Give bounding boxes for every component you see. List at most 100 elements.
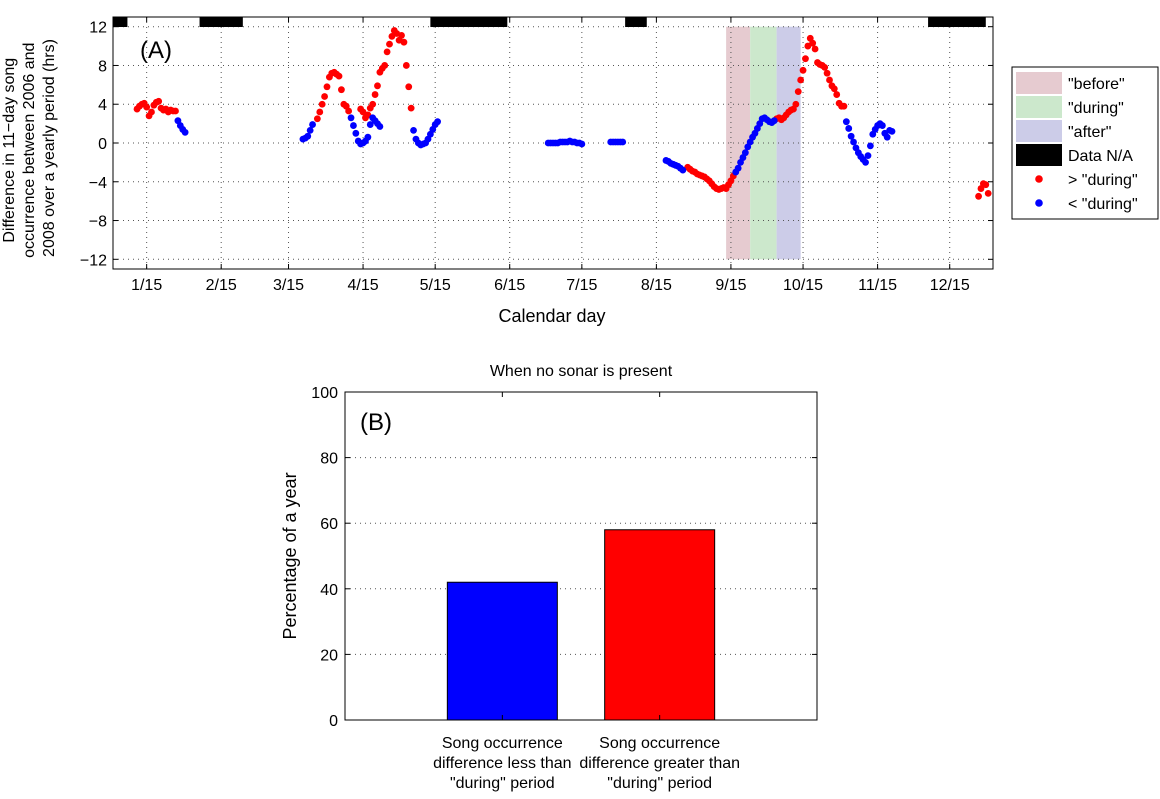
data-point <box>862 158 869 166</box>
x-tick-label: 9/15 <box>715 277 746 294</box>
y-tick-label: −12 <box>80 252 107 269</box>
x-tick-label: 8/15 <box>641 277 672 294</box>
data-point <box>410 126 417 134</box>
data-point <box>821 64 829 71</box>
data-point <box>405 83 413 91</box>
bars <box>446 529 716 721</box>
data-point <box>350 122 357 129</box>
y-tick-label: 8 <box>98 58 107 75</box>
data-point <box>181 128 189 136</box>
legend-swatch <box>1016 144 1062 166</box>
data-point <box>619 138 627 146</box>
data-point <box>809 39 817 47</box>
data-points <box>133 27 992 200</box>
x-axis-ticks: Song occurrence difference less than "duri… <box>433 392 740 792</box>
x-tick-label: 1/15 <box>131 277 162 294</box>
data-point <box>679 166 687 174</box>
x-axis-ticks: 1/15 2/15 3/15 4/15 5/15 6/15 7/15 8/15 9/15 10/1… <box>131 17 970 294</box>
data-point <box>741 149 749 157</box>
data-point <box>866 142 874 150</box>
chart-title: When no sonar is present <box>490 363 673 380</box>
data-point <box>842 118 850 126</box>
y-axis-label-line: Difference in 11−day song <box>1 58 18 243</box>
y-tick-label: 80 <box>320 451 338 468</box>
data-point <box>847 132 855 140</box>
data-point <box>799 66 807 74</box>
data-point <box>840 102 848 110</box>
legend-label: "after" <box>1068 124 1111 141</box>
data-point <box>845 125 853 132</box>
data-point <box>770 117 778 125</box>
panel-a-chart: 1/15 2/15 3/15 4/15 5/15 6/15 7/15 8/15 9/15 10/1… <box>1 16 1159 326</box>
data-point <box>172 107 179 115</box>
legend-swatch <box>1016 96 1062 118</box>
x-tick-label: Song occurrence difference less than "duri… <box>433 735 571 792</box>
data-na-bar <box>430 17 508 27</box>
data-point <box>802 55 809 63</box>
legend-swatch <box>1016 72 1062 94</box>
bar <box>604 529 716 721</box>
data-point <box>982 181 990 189</box>
data-point <box>304 132 312 140</box>
x-axis-label: Calendar day <box>498 306 605 326</box>
y-tick-label: 20 <box>320 647 338 664</box>
data-point <box>335 72 343 80</box>
data-point <box>374 82 381 90</box>
data-point <box>143 103 151 111</box>
x-tick-label: 3/15 <box>273 277 304 294</box>
data-point <box>345 107 353 115</box>
x-tick-label-line: Song occurrence <box>442 735 563 752</box>
y-axis-label: Percentage of a year <box>280 472 300 639</box>
y-axis-label-line: 2008 over a yearly period (hrs) <box>41 39 58 257</box>
legend-marker <box>1035 199 1043 207</box>
legend-label: "during" <box>1068 100 1124 117</box>
x-tick-label: 7/15 <box>566 277 597 294</box>
y-tick-label: −8 <box>89 214 107 231</box>
data-point <box>364 133 372 141</box>
panel-b-label: (B) <box>360 409 392 436</box>
data-point <box>794 88 802 96</box>
data-point <box>823 69 831 77</box>
legend-label: Data N/A <box>1068 148 1133 165</box>
data-point <box>434 118 441 126</box>
data-point <box>826 76 833 84</box>
axes-frame <box>344 391 818 721</box>
data-point <box>797 76 805 84</box>
data-na-bar <box>113 17 128 27</box>
x-tick-label: 5/15 <box>420 277 451 294</box>
data-point <box>148 108 155 116</box>
data-point <box>371 91 379 98</box>
y-tick-label: −4 <box>89 175 107 192</box>
data-point <box>321 93 328 100</box>
x-tick-label-line: Song occurrence <box>599 735 720 752</box>
data-point <box>366 121 374 128</box>
data-point <box>155 97 163 105</box>
x-tick-label: 12/15 <box>930 277 970 294</box>
data-point <box>347 114 355 122</box>
data-point <box>398 32 405 39</box>
x-tick-label-line: "during" period <box>607 775 712 792</box>
data-na-bar <box>928 17 986 27</box>
data-point <box>309 121 316 128</box>
legend-label: "before" <box>1068 76 1125 93</box>
data-point <box>400 38 408 46</box>
y-axis-label: Difference in 11−day song occurrence bet… <box>1 38 58 258</box>
data-point <box>383 48 391 56</box>
data-point <box>313 115 321 123</box>
bar <box>446 581 558 721</box>
panel-a-label: (A) <box>140 37 172 64</box>
data-point <box>407 104 415 112</box>
y-axis-ticks: 0 20 40 60 80 100 <box>311 385 817 730</box>
x-tick-label: 6/15 <box>494 277 525 294</box>
data-point <box>850 138 857 146</box>
x-tick-label: 4/15 <box>347 277 378 294</box>
grid-lines <box>345 391 817 721</box>
data-point <box>975 192 982 200</box>
y-tick-label: 100 <box>311 385 338 402</box>
data-point <box>376 123 384 130</box>
data-point <box>888 127 896 135</box>
y-tick-label: 4 <box>98 97 107 114</box>
x-tick-label: 10/15 <box>783 277 823 294</box>
x-tick-label: 2/15 <box>206 277 237 294</box>
